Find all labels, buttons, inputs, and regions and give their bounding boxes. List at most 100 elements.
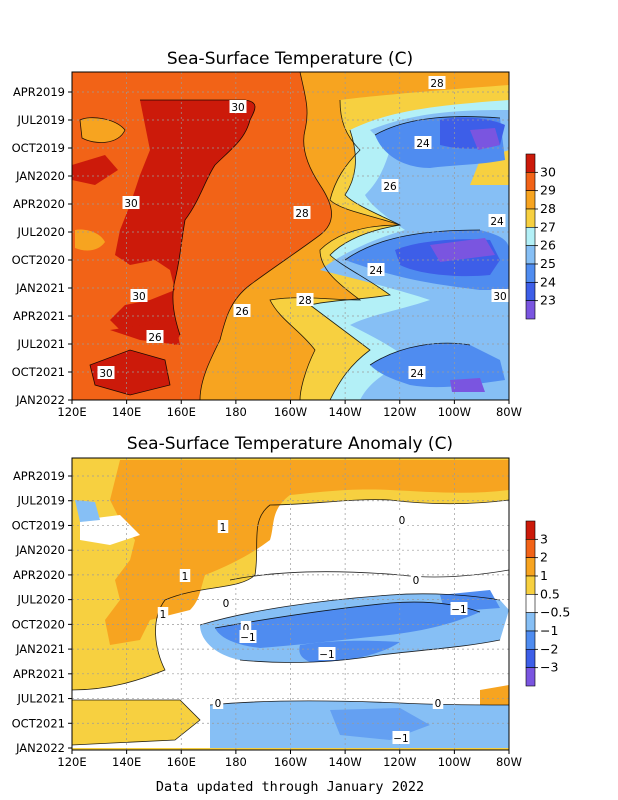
y-tick-label: APR2021 <box>13 667 65 681</box>
contour-label: −1 <box>451 604 466 616</box>
colorbar-label: 3 <box>540 531 548 546</box>
x-tick-label: 80W <box>496 755 522 769</box>
contour-label-bg <box>428 76 446 89</box>
contour-label: 30 <box>493 291 506 303</box>
colorbar-label: 30 <box>540 164 556 179</box>
y-tick-label: OCT2019 <box>12 518 65 532</box>
contour-label-bg <box>488 214 506 227</box>
colorbar-label: −3 <box>540 660 558 675</box>
colorbar-swatch <box>525 520 536 540</box>
y-tick-label: JAN2022 <box>15 393 65 407</box>
colorbar-swatch <box>525 539 536 558</box>
contour-label: −1 <box>319 649 334 661</box>
colorbar-label: 2 <box>540 550 548 565</box>
colorbar-swatch <box>525 649 536 668</box>
contour-label: 30 <box>124 198 137 210</box>
contour-label-bg <box>450 602 468 615</box>
contour-label-bg <box>293 206 311 219</box>
colorbar-swatch <box>525 300 536 320</box>
contour-label: 1 <box>182 571 189 583</box>
colorbar-swatch <box>525 263 536 283</box>
contour-label-bg <box>296 293 314 306</box>
contour-label: 0 <box>399 515 406 527</box>
x-tick-label: 80W <box>496 405 522 419</box>
contour-label-bg <box>217 520 229 533</box>
colorbar-label: −0.5 <box>540 605 570 620</box>
contour-label: −1 <box>240 632 255 644</box>
y-tick-label: JAN2022 <box>15 741 65 755</box>
contour-label: 0 <box>435 698 442 710</box>
x-tick-label: 160E <box>167 405 196 419</box>
x-tick-label: 120W <box>383 405 416 419</box>
contour-label: 28 <box>430 78 443 90</box>
y-tick-label: JAN2020 <box>15 169 65 183</box>
x-tick-label: 120E <box>57 405 86 419</box>
y-tick-label: JUL2021 <box>17 337 65 351</box>
contour-label-bg <box>408 366 426 379</box>
x-tick-label: 100W <box>438 405 471 419</box>
y-tick-label: APR2020 <box>13 568 65 582</box>
colorbar-label: −2 <box>540 641 558 656</box>
contour-label-bg <box>240 621 252 634</box>
contour-label: 24 <box>416 138 430 150</box>
contour-label: 30 <box>132 291 145 303</box>
contour-label-bg <box>97 366 115 379</box>
colorbar-label: 1 <box>540 568 548 583</box>
colorbar-label: 24 <box>540 274 556 289</box>
contour-label-bg <box>233 304 251 317</box>
x-tick-label: 140W <box>328 405 361 419</box>
contour-label-bg <box>367 263 385 276</box>
contour-label-bg <box>239 630 257 643</box>
x-tick-label: 120E <box>57 755 86 769</box>
colorbar-swatch <box>525 208 536 228</box>
y-tick-label: OCT2019 <box>12 141 65 155</box>
x-tick-label: 120W <box>383 755 416 769</box>
contour-label-bg <box>179 569 191 582</box>
contour-label: 1 <box>160 609 167 621</box>
y-tick-label: OCT2021 <box>12 365 65 379</box>
contour-label: 28 <box>298 295 311 307</box>
footer-note: Data updated through January 2022 <box>156 779 424 795</box>
y-tick-label: APR2019 <box>13 85 65 99</box>
colorbar-swatch <box>525 630 536 650</box>
colorbar-swatch <box>525 667 536 687</box>
contour-label-bg <box>157 607 169 620</box>
colorbar-label: 26 <box>540 238 556 253</box>
x-tick-label: 160W <box>274 405 307 419</box>
sst-colorbar: 30 29 28 27 26 25 24 23 <box>525 153 556 320</box>
contour-label-bg <box>318 647 336 660</box>
contour-label-bg <box>229 100 247 113</box>
contour-label: 26 <box>148 332 162 344</box>
colorbar-swatch <box>525 282 536 301</box>
colorbar-swatch <box>525 153 536 173</box>
x-tick-label: 180 <box>225 405 247 419</box>
y-tick-label: OCT2020 <box>12 617 65 631</box>
y-tick-label: JAN2021 <box>15 281 65 295</box>
contour-label: 1 <box>220 522 227 534</box>
colorbar-swatch <box>525 190 536 210</box>
chart-title: Sea-Surface Temperature (C) <box>167 49 413 69</box>
colorbar-swatch <box>525 594 536 613</box>
colorbar-swatch <box>525 172 536 191</box>
y-tick-label: JUL2020 <box>17 593 65 607</box>
chart-title: Sea-Surface Temperature Anomaly (C) <box>127 434 453 454</box>
y-tick-label: JAN2021 <box>15 642 65 656</box>
contour-label: 30 <box>99 368 112 380</box>
colorbar-swatch <box>525 227 536 246</box>
contour-label-bg <box>212 696 224 709</box>
x-tick-label: 100W <box>438 755 471 769</box>
contour-label-bg <box>130 289 148 302</box>
contour-label: 0 <box>223 598 230 610</box>
y-tick-label: JUL2019 <box>17 494 65 508</box>
anomaly-colorbar: 3 2 1 0.5 −0.5 −1 −2 −3 <box>525 520 570 687</box>
contour-label-bg <box>392 731 410 744</box>
y-tick-label: OCT2021 <box>12 716 65 730</box>
contour-label: 0 <box>243 623 250 635</box>
y-tick-label: JUL2019 <box>17 113 65 127</box>
colorbar-swatch <box>525 612 536 632</box>
colorbar-label: 28 <box>540 201 556 216</box>
contour-label: 30 <box>231 102 244 114</box>
contour-label-bg <box>122 196 140 209</box>
sst-heatmap <box>72 72 509 400</box>
